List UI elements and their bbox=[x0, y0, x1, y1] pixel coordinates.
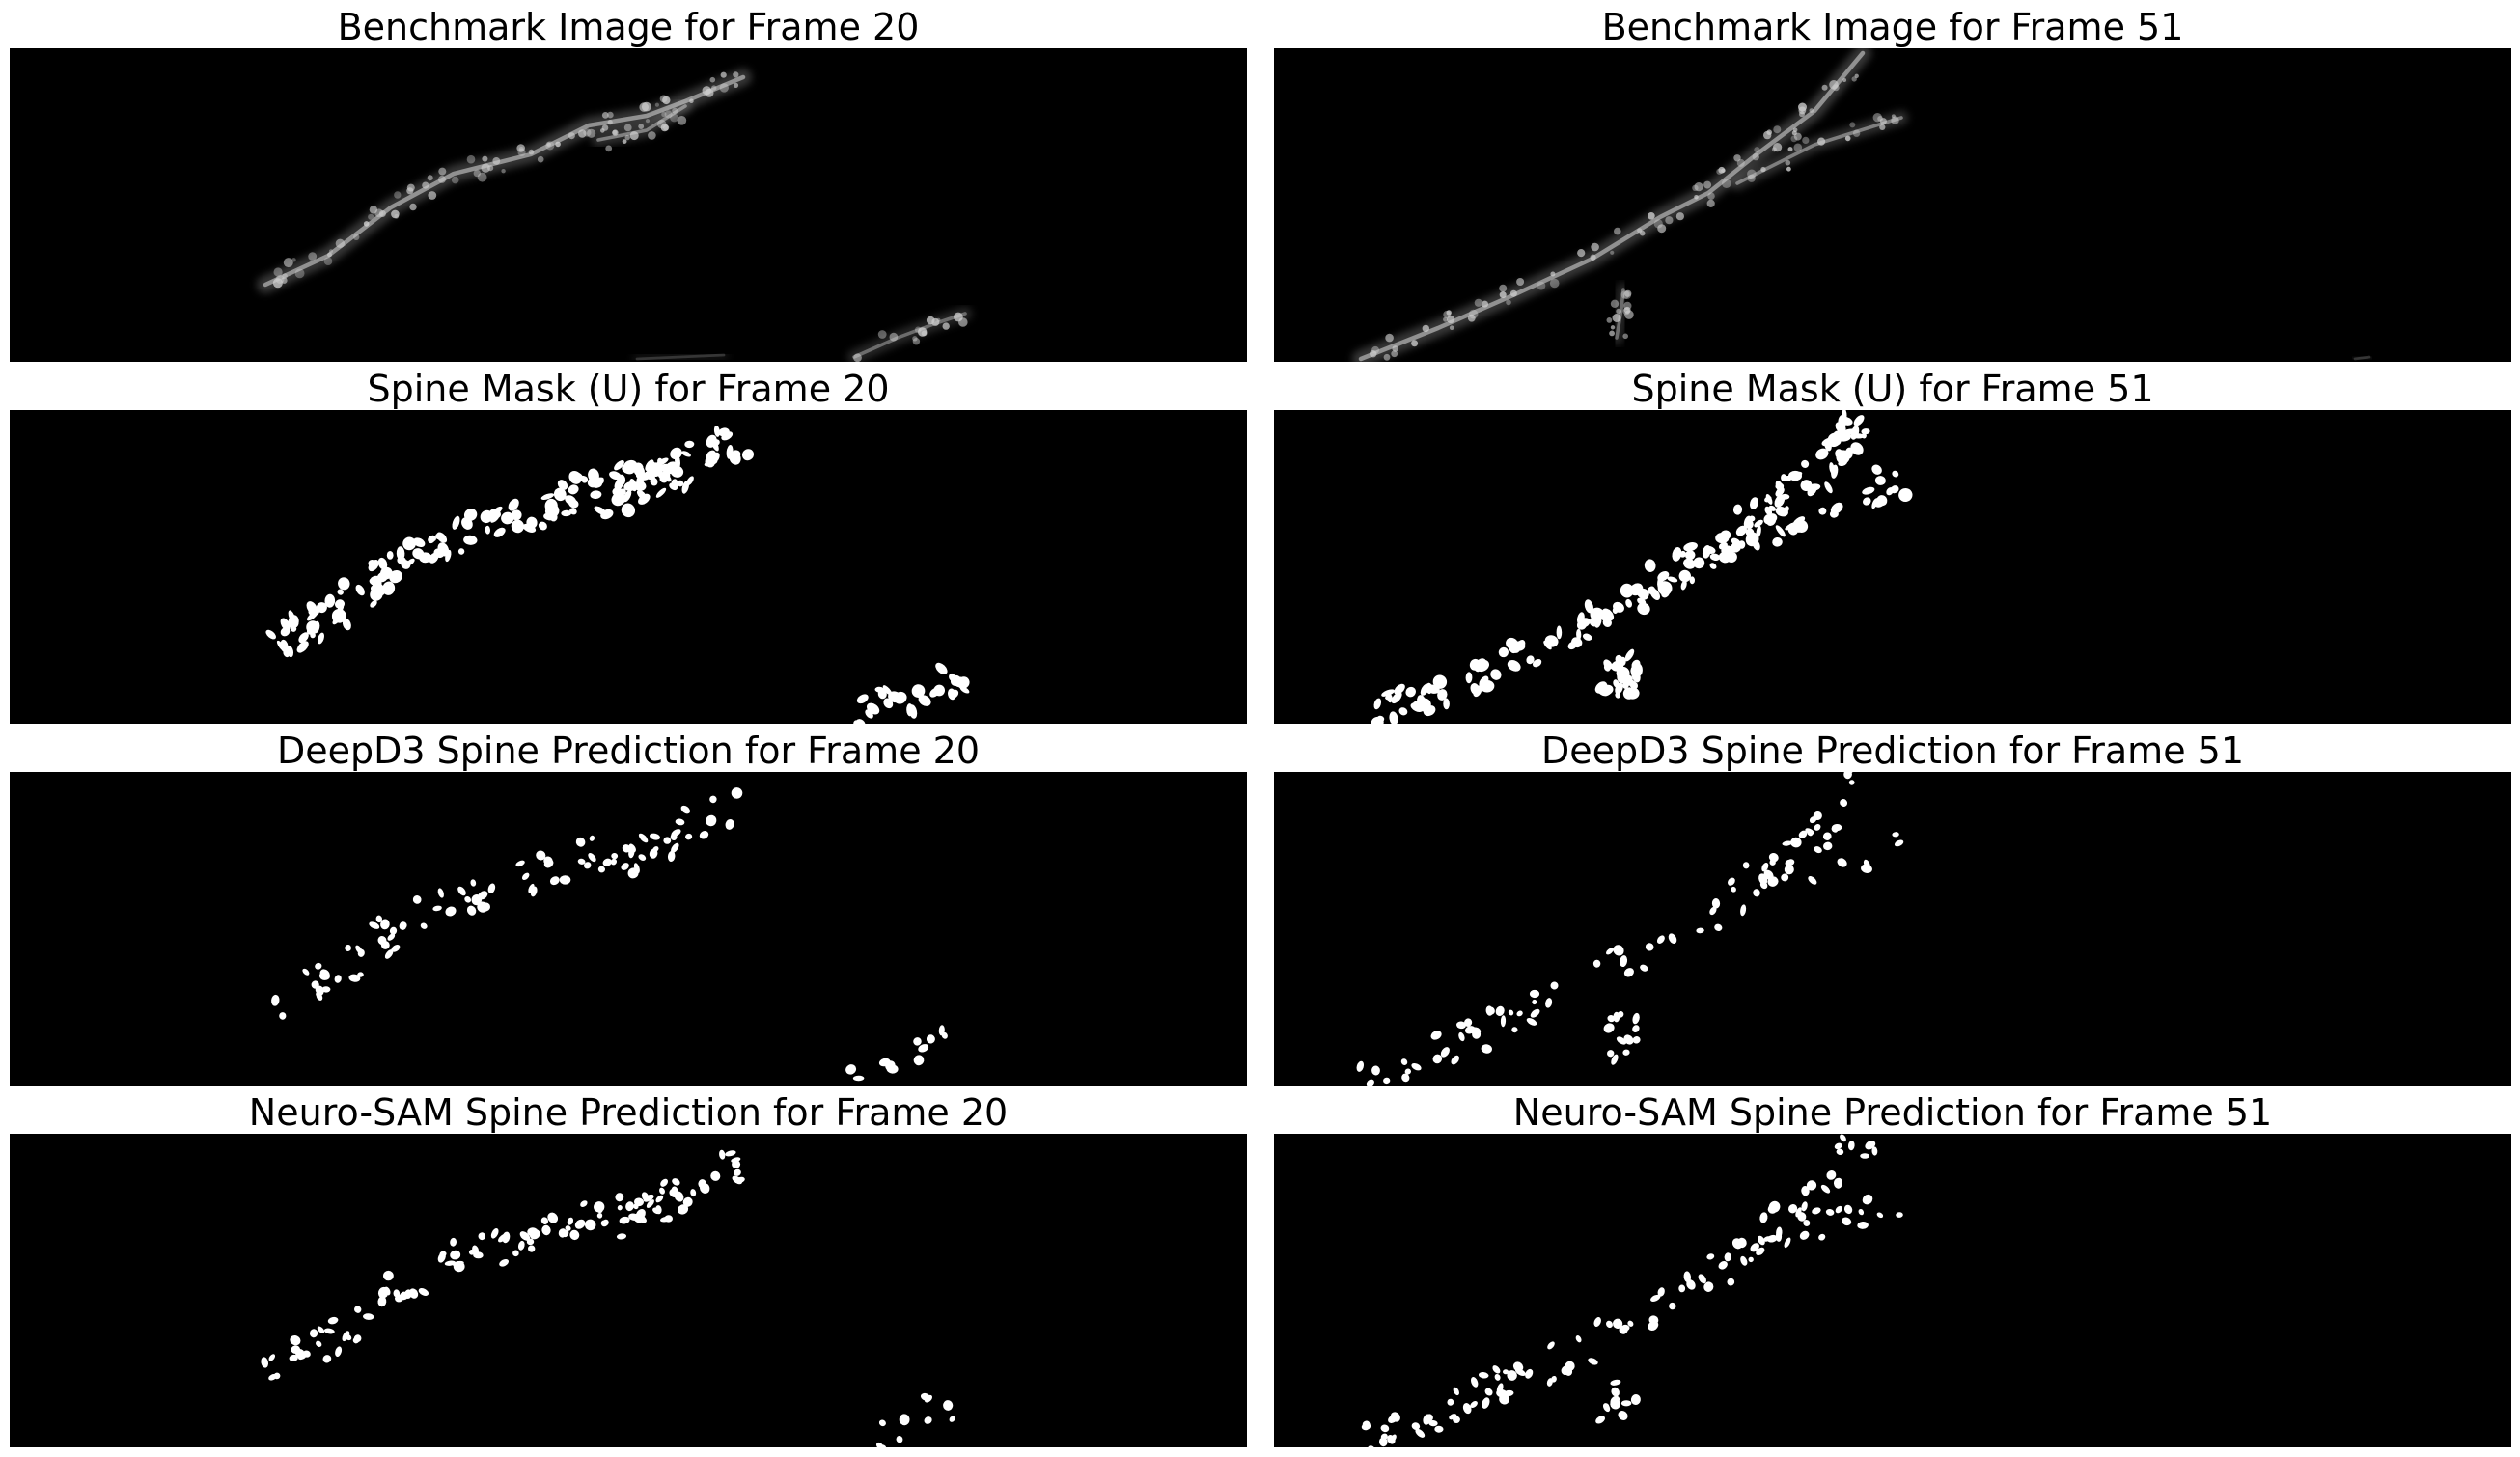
panel-title-c0-r0: Benchmark Image for Frame 20 bbox=[337, 6, 920, 48]
deepd3-prediction-frame-51 bbox=[1274, 772, 2511, 1086]
panel-graphic bbox=[1274, 772, 2511, 1086]
panel-title-c1-r1: Spine Mask (U) for Frame 51 bbox=[1631, 368, 2154, 410]
neurosam-prediction-frame-51 bbox=[1274, 1134, 2511, 1447]
benchmark-image-frame-51 bbox=[1274, 48, 2511, 362]
panel-title-c1-r2: DeepD3 Spine Prediction for Frame 51 bbox=[1540, 729, 2245, 772]
panel-graphic bbox=[10, 1134, 1247, 1447]
panel-title-c0-r1: Spine Mask (U) for Frame 20 bbox=[367, 368, 890, 410]
panel-title-c0-r2: DeepD3 Spine Prediction for Frame 20 bbox=[276, 729, 981, 772]
panel-title-c0-r3: Neuro-SAM Spine Prediction for Frame 20 bbox=[248, 1091, 1009, 1134]
panel-graphic bbox=[1274, 410, 2511, 724]
panel-graphic bbox=[1274, 48, 2511, 362]
spine-mask-frame-20 bbox=[10, 410, 1247, 724]
panel-title-c1-r3: Neuro-SAM Spine Prediction for Frame 51 bbox=[1512, 1091, 2273, 1134]
deepd3-prediction-frame-20 bbox=[10, 772, 1247, 1086]
panel-graphic bbox=[10, 410, 1247, 724]
panel-title-c1-r0: Benchmark Image for Frame 51 bbox=[1601, 6, 2184, 48]
benchmark-image-frame-20 bbox=[10, 48, 1247, 362]
neurosam-prediction-frame-20 bbox=[10, 1134, 1247, 1447]
panel-graphic bbox=[1274, 1134, 2511, 1447]
panel-graphic bbox=[10, 48, 1247, 362]
panel-graphic bbox=[10, 772, 1247, 1086]
spine-mask-frame-51 bbox=[1274, 410, 2511, 724]
